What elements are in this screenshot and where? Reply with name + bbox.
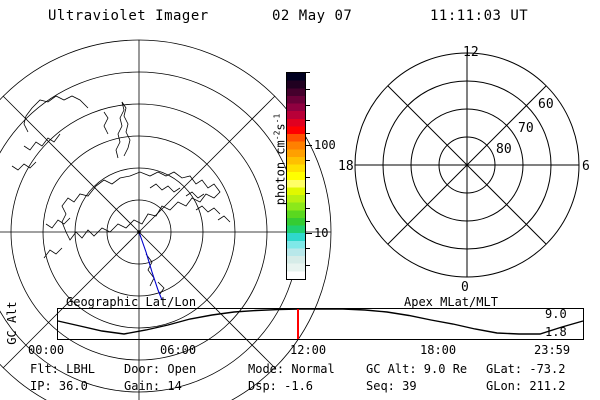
status-flight: Flt: LBHL	[30, 362, 96, 376]
colorbar-gradient	[286, 72, 306, 280]
colorbar-minor-tick	[305, 221, 310, 222]
apex-magnetic-panel: 12 6 0 18 60 70 80	[330, 38, 600, 296]
colorbar-tick-100	[305, 145, 312, 146]
altitude-xtick-0: 00:00	[28, 343, 65, 357]
colorbar-minor-tick	[305, 72, 310, 73]
geographic-map-panel	[0, 38, 332, 400]
status-gain: Gain: 14	[124, 379, 182, 393]
colorbar-minor-tick	[305, 193, 310, 194]
colorbar-minor-tick	[305, 265, 310, 266]
apex-mlt-label-6: 6	[582, 159, 590, 174]
colorbar-minor-tick	[305, 105, 310, 106]
status-glat: GLat: -73.2	[486, 362, 566, 376]
colorbar-group: photon cm-2s-1 100 10	[262, 60, 336, 290]
geographic-map-svg	[0, 39, 332, 400]
altitude-xtick-3: 18:00	[420, 343, 457, 357]
altitude-plot-frame[interactable]	[57, 308, 584, 340]
altitude-xtick-4: 23:59	[534, 343, 571, 357]
status-mode: Mode: Normal	[248, 362, 335, 376]
apex-dial-svg: 12 6 0 18 60 70 80	[338, 45, 590, 295]
colorbar-minor-tick	[305, 160, 310, 161]
status-glon: GLon: 211.2	[486, 379, 566, 393]
header: Ultraviolet Imager 02 May 07 11:11:03 UT	[0, 6, 600, 30]
altitude-ytick-min: 1.8	[545, 325, 567, 339]
colorbar-minor-tick	[305, 120, 310, 121]
colorbar-tick-10	[305, 233, 312, 234]
geo-pole-marker	[137, 230, 141, 234]
observation-date: 02 May 07	[272, 8, 353, 24]
colorbar-minor-tick	[305, 248, 310, 249]
apex-mlt-label-18: 18	[338, 159, 354, 174]
altitude-strip-plot: GC Alt 9.0 1.8 00:00 06:00 12:00 18:00 2…	[0, 300, 600, 356]
altitude-xtick-1: 06:00	[160, 343, 197, 357]
geographic-panel-caption: Geographic Lat/Lon	[66, 295, 197, 309]
colorbar-minor-tick	[305, 89, 310, 90]
status-dsp: Dsp: -1.6	[248, 379, 314, 393]
observation-time: 11:11:03 UT	[430, 8, 529, 24]
time-cursor[interactable]	[297, 309, 299, 339]
satellite-ground-track	[138, 231, 163, 301]
status-bar: Flt: LBHL Door: Open Mode: Normal GC Alt…	[0, 362, 600, 398]
colorbar-minor-tick	[305, 208, 310, 209]
status-gc-alt: GC Alt: 9.0 Re	[366, 362, 468, 376]
colorbar-tick-label-10: 10	[314, 226, 329, 240]
apex-mlat-label-80: 80	[496, 142, 512, 157]
apex-mlt-label-0: 0	[461, 280, 469, 295]
status-seq: Seq: 39	[366, 379, 417, 393]
altitude-xtick-2: 12:00	[290, 343, 327, 357]
colorbar-minor-tick	[305, 133, 310, 134]
apex-panel-caption: Apex MLat/MLT	[404, 295, 498, 309]
status-row: Flt: LBHL Door: Open Mode: Normal GC Alt…	[0, 362, 600, 378]
altitude-axis-label: GC Alt	[5, 301, 19, 345]
status-door: Door: Open	[124, 362, 197, 376]
colorbar-axis-label-exp1: -2	[272, 130, 282, 141]
apex-mlat-label-60: 60	[538, 97, 554, 112]
colorbar-axis-label-exp2: -1	[272, 113, 282, 124]
colorbar-tick-label-100: 100	[314, 138, 336, 152]
apex-mlt-label-12: 12	[463, 45, 479, 60]
apex-mlat-label-70: 70	[518, 121, 534, 136]
altitude-curve-svg	[57, 308, 584, 335]
geo-coastlines	[11, 95, 231, 295]
page-title: Ultraviolet Imager	[48, 8, 209, 24]
status-row: IP: 36.0 Gain: 14 Dsp: -1.6 Seq: 39 GLon…	[0, 379, 600, 395]
colorbar-minor-tick	[305, 177, 310, 178]
status-ip: IP: 36.0	[30, 379, 88, 393]
altitude-ytick-max: 9.0	[545, 307, 567, 321]
apex-mlt-spokes	[355, 53, 579, 277]
